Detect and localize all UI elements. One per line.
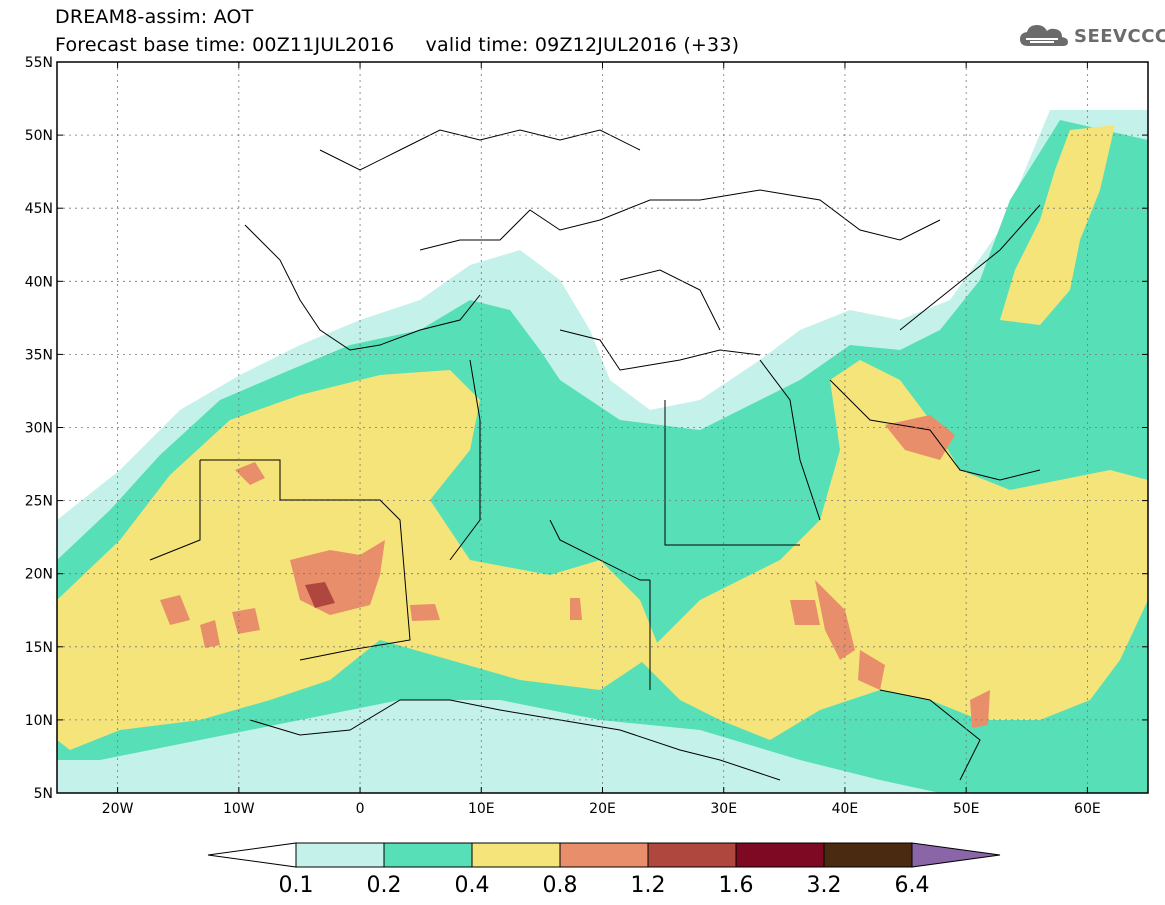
lat-tick-label: 20N xyxy=(25,567,53,583)
axes: 20W 10W 0 10E 20E 30E 40E 50E 60E 55N 50N 45N 40N 35N… xyxy=(25,55,1148,817)
lat-tick-label: 5N xyxy=(34,786,53,802)
aot-contour-0.8-f xyxy=(410,604,440,621)
graticule xyxy=(57,61,1148,794)
lat-tick-label: 35N xyxy=(25,347,53,363)
colorbar-bin xyxy=(471,842,561,868)
lat-tick-label: 10N xyxy=(25,713,53,729)
lat-tick-label: 25N xyxy=(25,494,53,510)
colorbar-label: 1.2 xyxy=(631,873,666,898)
aot-contour-0.8-l xyxy=(970,690,990,728)
colorbar-label: 0.4 xyxy=(455,873,490,898)
lat-tick-label: 40N xyxy=(25,274,53,290)
lon-tick-label: 10E xyxy=(468,801,495,817)
logo-text: SEEVCCC xyxy=(1074,25,1165,47)
aot-contour-0.8-d xyxy=(200,620,220,648)
aot-contour-0.8-i xyxy=(790,600,820,625)
colorbar-label: 6.4 xyxy=(895,873,930,898)
lon-tick-label: 60E xyxy=(1074,801,1101,817)
lon-tick-label: 0 xyxy=(356,801,365,817)
cloud-icon xyxy=(1020,25,1068,46)
lon-tick-label: 40E xyxy=(832,801,859,817)
aot-contour-0.8-h xyxy=(885,415,955,460)
aot-contour-1.2 xyxy=(305,582,335,608)
colorbar-bin xyxy=(735,842,825,868)
lon-tick-label: 30E xyxy=(710,801,737,817)
colorbar-bin xyxy=(559,842,649,868)
aot-contour-0.4-caspian xyxy=(1000,125,1115,325)
country-borders xyxy=(149,129,1041,781)
lon-tick-label: 10W xyxy=(223,801,255,817)
lat-tick-label: 30N xyxy=(25,421,53,437)
colorbar: 0.1 0.2 0.4 0.8 1.2 1.6 3.2 6.4 xyxy=(207,842,1001,898)
lat-tick-label: 45N xyxy=(25,201,53,217)
colorbar-label: 1.6 xyxy=(719,873,754,898)
colorbar-label: 0.2 xyxy=(367,873,402,898)
lat-tick-label: 55N xyxy=(25,55,53,71)
aot-contour-0.4-east xyxy=(640,360,1148,740)
aot-contour-0.8-c xyxy=(160,595,190,625)
colorbar-bin xyxy=(823,842,913,868)
colorbar-bin-under xyxy=(207,842,297,868)
colorbar-bin xyxy=(383,842,473,868)
aot-contour-0.8-g xyxy=(570,598,582,620)
aot-contour-0.8-b xyxy=(235,462,265,485)
colorbar-bin-over xyxy=(911,842,1001,868)
colorbar-bin xyxy=(647,842,737,868)
lat-tick-label: 15N xyxy=(25,640,53,656)
lon-tick-label: 50E xyxy=(953,801,980,817)
lat-tick-label: 50N xyxy=(25,128,53,144)
seevccc-logo: SEEVCCC xyxy=(1018,22,1165,50)
title-line-1: DREAM8-assim: AOT xyxy=(55,6,254,28)
colorbar-label: 0.1 xyxy=(279,873,314,898)
colorbar-label: 0.8 xyxy=(543,873,578,898)
lon-tick-label: 20W xyxy=(102,801,134,817)
aot-contour-0.8-k xyxy=(858,650,885,690)
lon-tick-label: 20E xyxy=(589,801,616,817)
title-line-2: Forecast base time: 00Z11JUL2016 valid t… xyxy=(55,34,740,56)
colorbar-label: 3.2 xyxy=(807,873,842,898)
colorbar-bin xyxy=(295,842,385,868)
